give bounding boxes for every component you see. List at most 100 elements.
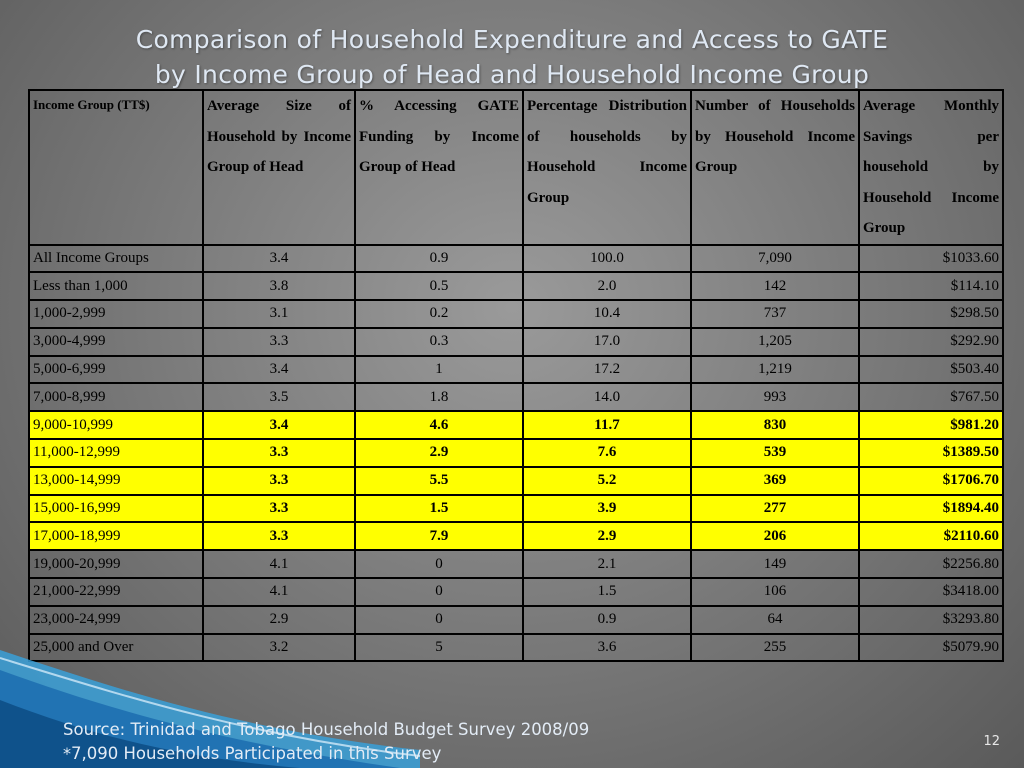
- cell-percentage: 10.4: [522, 299, 692, 329]
- cell-income-group: 19,000-20,999: [28, 549, 204, 580]
- table-row: 11,000-12,999 3.3 2.9 7.6 539 $1389.50: [28, 438, 1004, 468]
- cell-percentage: 17.0: [522, 326, 692, 357]
- note-asterisk: *: [63, 744, 71, 763]
- table-row: 25,000 and Over 3.2 5 3.6 255 $5079.90: [28, 632, 1004, 663]
- header-gate-access: % Accessing GATE Funding by Income Group…: [354, 89, 524, 246]
- page-number: 12: [983, 734, 1000, 749]
- cell-income-group: All Income Groups: [28, 243, 204, 274]
- cell-number-households: 539: [690, 438, 860, 468]
- cell-income-group: 11,000-12,999: [28, 438, 204, 468]
- cell-number-households: 255: [690, 632, 860, 663]
- title-line-2: by Income Group of Head and Household In…: [154, 60, 870, 89]
- cell-income-group: 1,000-2,999: [28, 299, 204, 329]
- cell-number-households: 1,219: [690, 354, 860, 385]
- cell-average-savings: $3418.00: [858, 577, 1004, 607]
- cell-income-group: 15,000-16,999: [28, 493, 204, 524]
- cell-income-group: 3,000-4,999: [28, 326, 204, 357]
- cell-average-size: 3.3: [202, 326, 356, 357]
- cell-gate-access: 0: [354, 604, 524, 635]
- cell-gate-access: 7.9: [354, 521, 524, 552]
- table-row: 3,000-4,999 3.3 0.3 17.0 1,205 $292.90: [28, 326, 1004, 357]
- header-number-households: Number of Households by Household Income…: [690, 89, 860, 246]
- table-row: All Income Groups 3.4 0.9 100.0 7,090 $1033.6…: [28, 243, 1004, 274]
- header-income-group: Income Group (TT$): [28, 89, 204, 246]
- header-percentage-distribution: Percentage Distribution of households by…: [522, 89, 692, 246]
- cell-gate-access: 0: [354, 577, 524, 607]
- cell-average-size: 3.8: [202, 271, 356, 302]
- cell-average-size: 3.4: [202, 354, 356, 385]
- cell-average-size: 3.4: [202, 410, 356, 441]
- header-average-size: Average Size of Household by Income Grou…: [202, 89, 356, 246]
- cell-percentage: 2.9: [522, 521, 692, 552]
- cell-average-savings: $3293.80: [858, 604, 1004, 635]
- cell-income-group: 23,000-24,999: [28, 604, 204, 635]
- cell-gate-access: 0.3: [354, 326, 524, 357]
- cell-number-households: 7,090: [690, 243, 860, 274]
- cell-average-size: 3.3: [202, 521, 356, 552]
- cell-gate-access: 0.2: [354, 299, 524, 329]
- cell-percentage: 17.2: [522, 354, 692, 385]
- cell-income-group: Less than 1,000: [28, 271, 204, 302]
- cell-average-savings: $981.20: [858, 410, 1004, 441]
- cell-number-households: 737: [690, 299, 860, 329]
- cell-percentage: 100.0: [522, 243, 692, 274]
- cell-average-savings: $5079.90: [858, 632, 1004, 663]
- cell-percentage: 2.0: [522, 271, 692, 302]
- table-row: 1,000-2,999 3.1 0.2 10.4 737 $298.50: [28, 299, 1004, 329]
- cell-gate-access: 4.6: [354, 410, 524, 441]
- cell-percentage: 2.1: [522, 549, 692, 580]
- cell-number-households: 64: [690, 604, 860, 635]
- cell-percentage: 14.0: [522, 382, 692, 413]
- header-average-savings: Average Monthly Savings per household by…: [858, 89, 1004, 246]
- cell-average-savings: $1894.40: [858, 493, 1004, 524]
- table-row: 19,000-20,999 4.1 0 2.1 149 $2256.80: [28, 549, 1004, 580]
- cell-average-savings: $1706.70: [858, 465, 1004, 496]
- cell-average-size: 3.3: [202, 465, 356, 496]
- cell-number-households: 1,205: [690, 326, 860, 357]
- cell-gate-access: 1.5: [354, 493, 524, 524]
- cell-average-size: 3.5: [202, 382, 356, 413]
- cell-average-size: 3.2: [202, 632, 356, 663]
- cell-percentage: 3.9: [522, 493, 692, 524]
- table-row: Less than 1,000 3.8 0.5 2.0 142 $114.10: [28, 271, 1004, 302]
- cell-percentage: 7.6: [522, 438, 692, 468]
- cell-average-savings: $114.10: [858, 271, 1004, 302]
- decorative-swoosh: [0, 650, 420, 768]
- cell-average-savings: $298.50: [858, 299, 1004, 329]
- note-text: 7,090 Households Participated in this Su…: [71, 744, 442, 763]
- cell-gate-access: 0.9: [354, 243, 524, 274]
- cell-average-savings: $2110.60: [858, 521, 1004, 552]
- cell-average-size: 4.1: [202, 549, 356, 580]
- cell-gate-access: 1.8: [354, 382, 524, 413]
- cell-number-households: 369: [690, 465, 860, 496]
- cell-number-households: 142: [690, 271, 860, 302]
- cell-gate-access: 0: [354, 549, 524, 580]
- survey-note: *7,090 Households Participated in this S…: [63, 742, 589, 766]
- cell-income-group: 13,000-14,999: [28, 465, 204, 496]
- cell-average-savings: $2256.80: [858, 549, 1004, 580]
- cell-average-size: 3.4: [202, 243, 356, 274]
- table-row: 15,000-16,999 3.3 1.5 3.9 277 $1894.40: [28, 493, 1004, 524]
- slide-title: Comparison of Household Expenditure and …: [0, 22, 1024, 92]
- cell-gate-access: 5: [354, 632, 524, 663]
- cell-income-group: 17,000-18,999: [28, 521, 204, 552]
- income-group-table: Income Group (TT$) Average Size of House…: [28, 89, 1004, 663]
- cell-gate-access: 5.5: [354, 465, 524, 496]
- table-row: 7,000-8,999 3.5 1.8 14.0 993 $767.50: [28, 382, 1004, 413]
- cell-income-group: 25,000 and Over: [28, 632, 204, 663]
- cell-number-households: 106: [690, 577, 860, 607]
- source-footer: Source: Trinidad and Tobago Household Bu…: [63, 718, 589, 766]
- table-body: All Income Groups 3.4 0.9 100.0 7,090 $1033.6…: [28, 243, 1004, 663]
- title-line-1: Comparison of Household Expenditure and …: [135, 25, 889, 54]
- cell-number-households: 830: [690, 410, 860, 441]
- cell-average-size: 4.1: [202, 577, 356, 607]
- cell-income-group: 5,000-6,999: [28, 354, 204, 385]
- table-row: 21,000-22,999 4.1 0 1.5 106 $3418.00: [28, 577, 1004, 607]
- cell-income-group: 7,000-8,999: [28, 382, 204, 413]
- table-row: 13,000-14,999 3.3 5.5 5.2 369 $1706.70: [28, 465, 1004, 496]
- table-row: 17,000-18,999 3.3 7.9 2.9 206 $2110.60: [28, 521, 1004, 552]
- cell-average-savings: $767.50: [858, 382, 1004, 413]
- table-row: 5,000-6,999 3.4 1 17.2 1,219 $503.40: [28, 354, 1004, 385]
- source-text: Source: Trinidad and Tobago Household Bu…: [63, 720, 590, 739]
- cell-number-households: 993: [690, 382, 860, 413]
